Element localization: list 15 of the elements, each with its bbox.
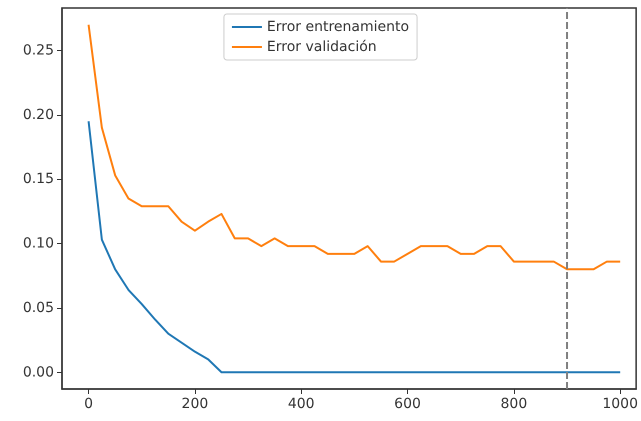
y-tick-label: 0.15 <box>22 171 54 188</box>
x-tick-label: 1000 <box>602 396 638 412</box>
x-tick-label: 200 <box>182 396 208 412</box>
y-tick-label: 0.20 <box>22 106 54 123</box>
legend-label: Error entrenamiento <box>266 19 410 35</box>
x-tick-label: 800 <box>500 396 528 412</box>
y-tick-label: 0.10 <box>22 236 54 252</box>
y-tick-label: 0.05 <box>22 300 54 316</box>
x-tick-label: 0 <box>84 396 94 412</box>
y-tick-label: 0.00 <box>22 364 54 380</box>
legend-label: Error validación <box>266 39 377 55</box>
line-series <box>88 120 622 374</box>
x-tick-label: 600 <box>394 396 421 412</box>
x-tick-label: 400 <box>288 396 315 412</box>
y-tick-label: 0.25 <box>22 42 54 58</box>
